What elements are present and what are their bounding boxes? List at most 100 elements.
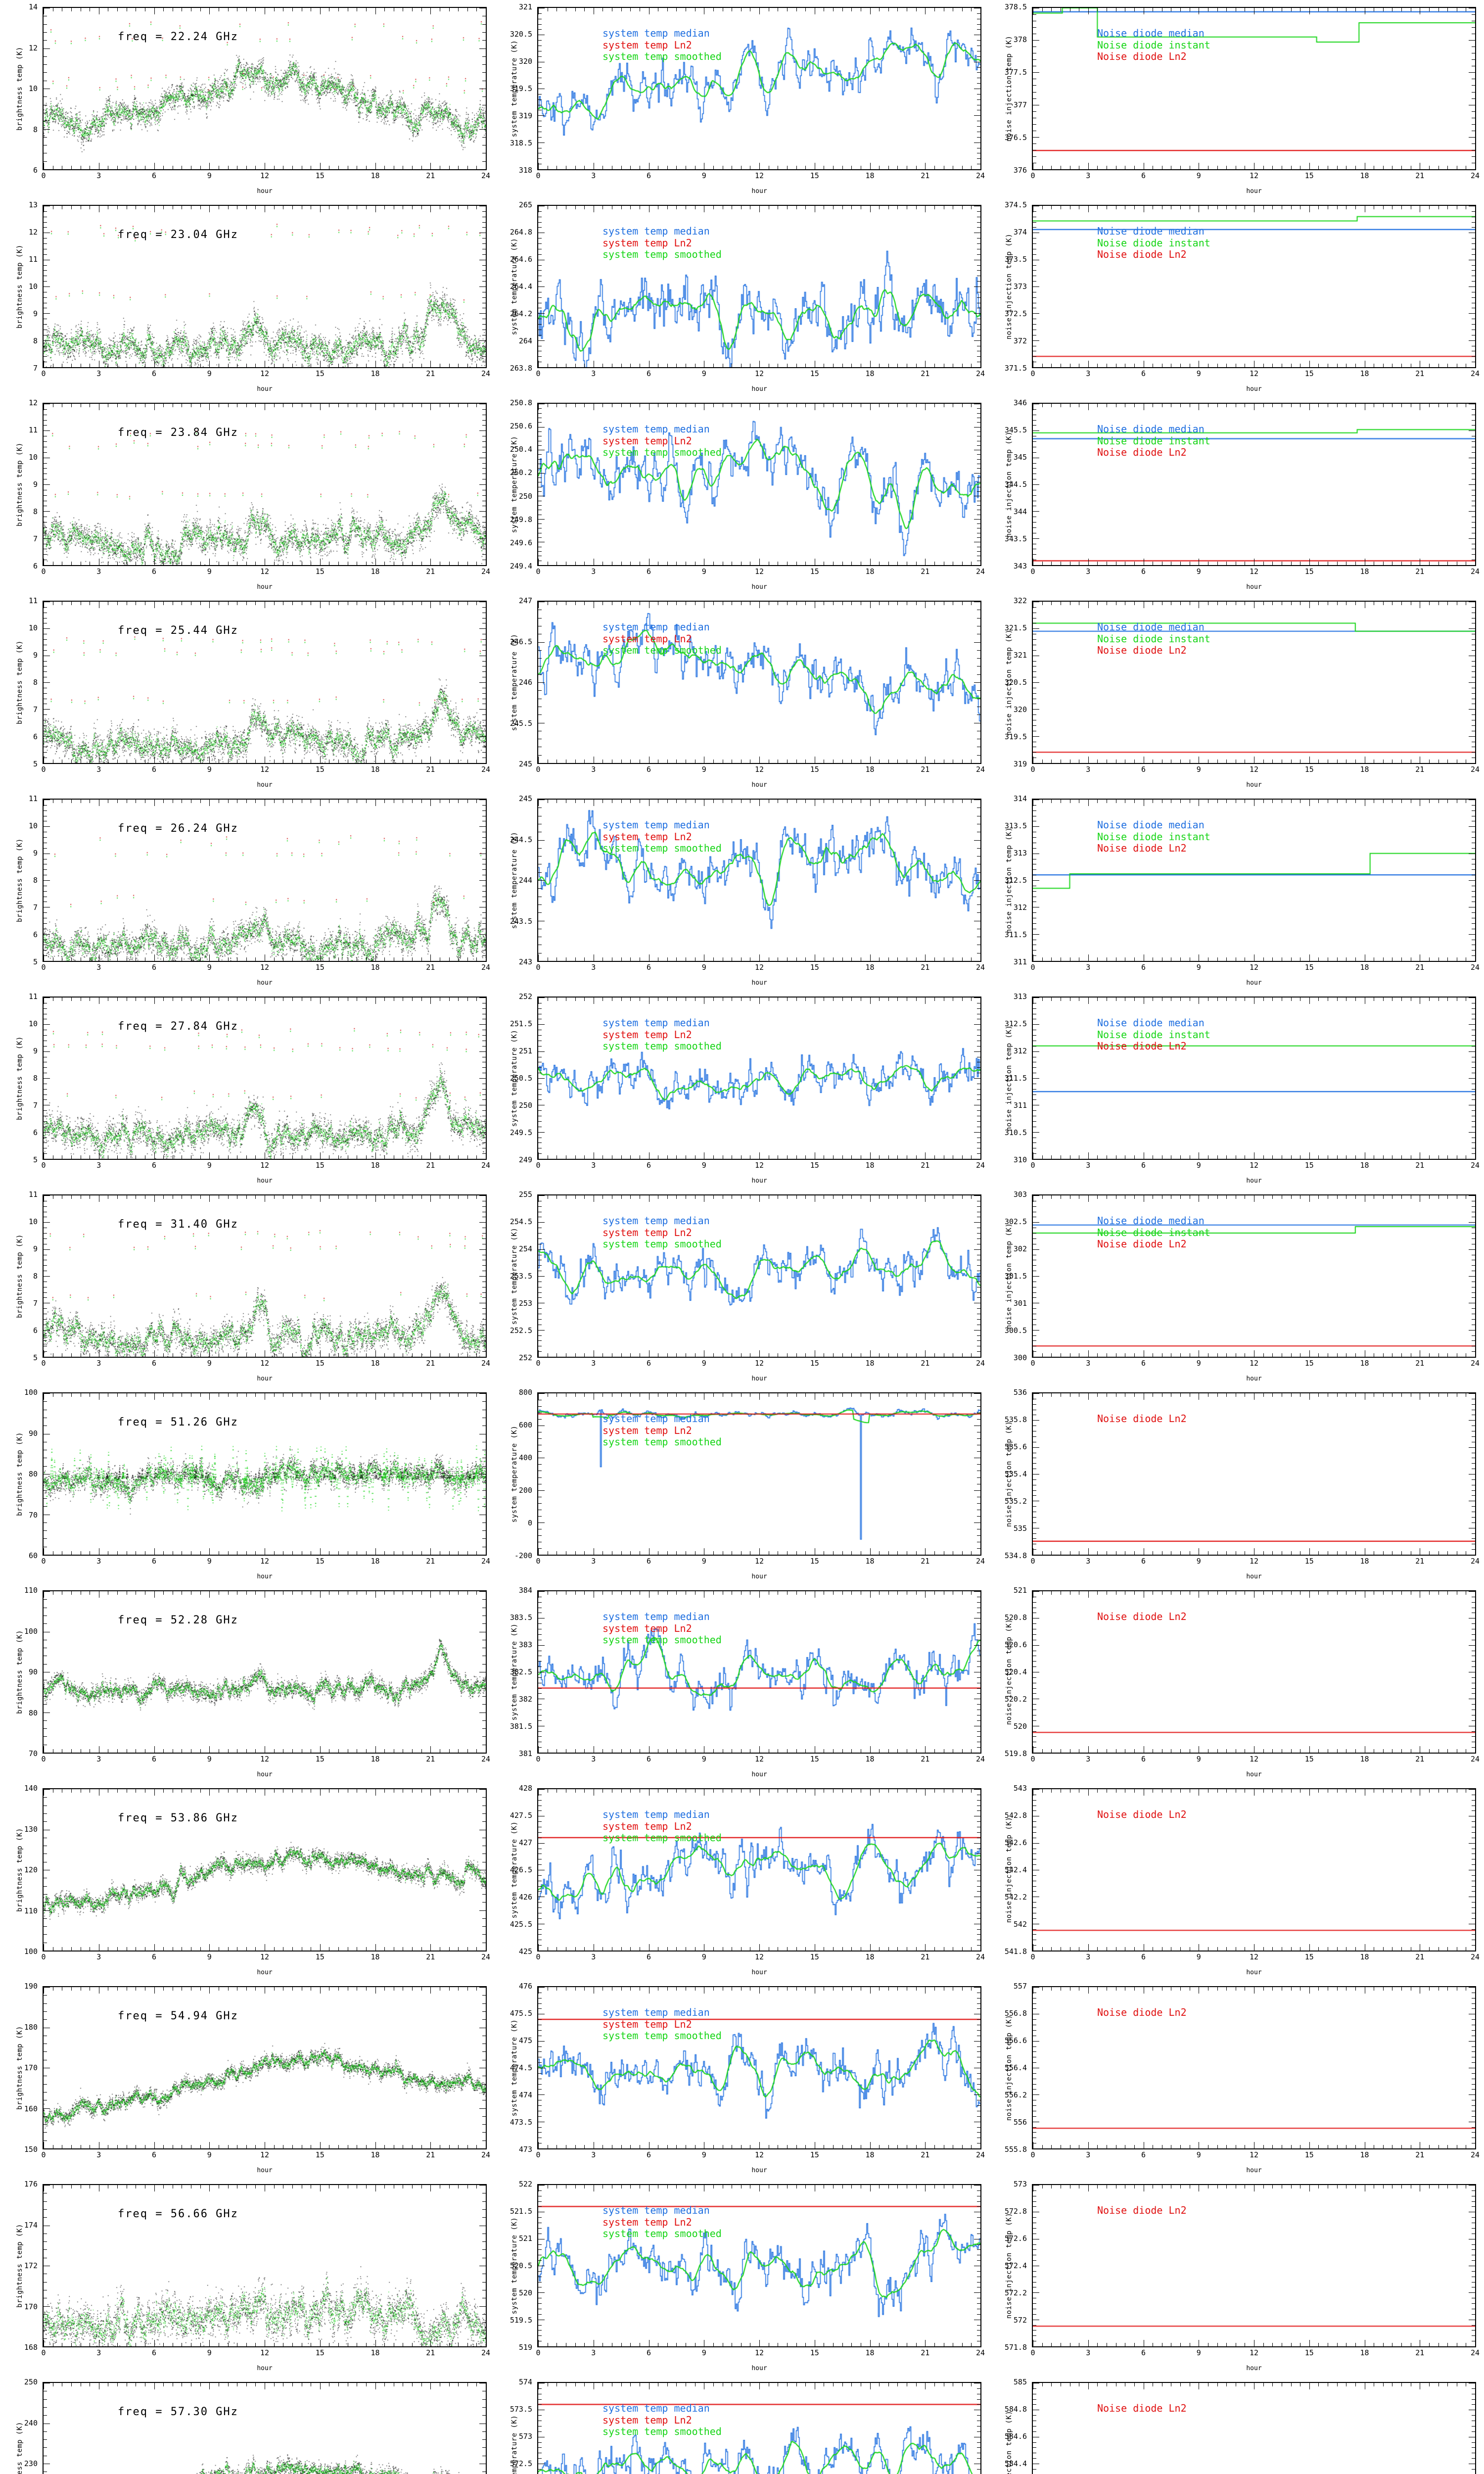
noise-legend: Noise diode median Noise diode instant Noi… <box>1097 423 1210 459</box>
x-axis-title: hour <box>1246 1573 1262 1580</box>
legend-item: Noise diode Ln2 <box>1097 644 1187 657</box>
x-axis-tick-labels: 0 3 6 9 12 15 18 21 24 <box>41 369 491 378</box>
data-canvas <box>44 8 486 169</box>
noise-legend: Noise diode Ln2 <box>1097 2204 1187 2217</box>
legend-item: Noise diode instant <box>1097 830 1210 843</box>
legend-item: Noise diode instant <box>1097 1226 1210 1238</box>
system-legend: system temp median system temp Ln2 system … <box>603 1808 722 1844</box>
legend-item: system temp smoothed <box>603 2228 722 2240</box>
y-axis-title: brightness temp (K) <box>16 838 24 922</box>
x-axis-title: hour <box>1246 1177 1262 1185</box>
noise-diode-panel-row-7: noise injection temp (K) 534.8 535 535.2 535… <box>989 1385 1484 1583</box>
plot-area: Noise diode Ln2 <box>1032 2184 1476 2347</box>
noise-legend: Noise diode median Noise diode instant Noi… <box>1097 27 1210 63</box>
y-axis-title: system temperature (K) <box>510 40 518 138</box>
x-axis-title: hour <box>751 583 767 591</box>
data-canvas <box>44 800 486 961</box>
legend-item: system temp median <box>603 423 710 435</box>
x-axis-tick-labels: 0 3 6 9 12 15 18 21 24 <box>41 1161 491 1170</box>
system-legend: system temp median system temp Ln2 system … <box>603 2204 722 2240</box>
legend-item: Noise diode instant <box>1097 632 1210 645</box>
x-axis-title: hour <box>257 1969 273 1976</box>
x-axis-tick-labels: 0 3 6 9 12 15 18 21 24 <box>536 567 985 576</box>
noise-diode-panel-row-5: noise injection temp (K) 310 310.5 311 311.5… <box>989 990 1484 1188</box>
x-axis-tick-labels: 0 3 6 9 12 15 18 21 24 <box>1030 1161 1480 1170</box>
legend-item: system temp median <box>603 1017 710 1029</box>
y-axis-title: noise injection temp (K) <box>1005 1025 1013 1132</box>
y-axis-title: brightness temp (K) <box>16 640 24 724</box>
plot-area: freq = 54.94 GHz <box>43 1986 487 2149</box>
x-axis-title: hour <box>1246 188 1262 195</box>
data-canvas <box>44 404 486 565</box>
x-axis-tick-labels: 0 3 6 9 12 15 18 21 24 <box>536 2150 985 2159</box>
legend-item: Noise diode median <box>1097 621 1205 633</box>
x-axis-title: hour <box>1246 1771 1262 1778</box>
legend-item: system temp median <box>603 1808 710 1820</box>
plot-area: system temp median system temp Ln2 system … <box>537 1392 981 1556</box>
y-axis-title: system temperature (K) <box>510 1821 518 1919</box>
y-axis-title: brightness temp (K) <box>16 2224 24 2308</box>
system-temp-panel-row-8: system temperature (K) 381 381.5 382 382.5 38… <box>495 1583 989 1781</box>
x-axis-title: hour <box>257 1771 273 1778</box>
x-axis-tick-labels: 0 3 6 9 12 15 18 21 24 <box>41 2150 491 2159</box>
brightness-panel-row-6: brightness temp (K) 5 6 7 8 9 10 11 freq = 31.40… <box>0 1188 495 1385</box>
legend-item: system temp Ln2 <box>603 1820 692 1832</box>
plot-area: Noise diode median Noise diode instant Noi… <box>1032 1194 1476 1358</box>
y-axis-title: brightness temp (K) <box>16 2422 24 2474</box>
system-temp-panel-row-10: system temperature (K) 473 473.5 474 474.5 47… <box>495 1979 989 2177</box>
plot-area: Noise diode Ln2 <box>1032 2382 1476 2474</box>
noise-diode-panel-row-6: noise injection temp (K) 300 300.5 301 301.5… <box>989 1188 1484 1385</box>
noise-legend: Noise diode Ln2 <box>1097 1808 1187 1821</box>
legend-item: system temp median <box>603 2006 710 2018</box>
plot-area: Noise diode median Noise diode instant Noi… <box>1032 7 1476 170</box>
legend-item: system temp Ln2 <box>603 1028 692 1041</box>
noise-legend: Noise diode median Noise diode instant Noi… <box>1097 1017 1210 1052</box>
x-axis-title: hour <box>751 1969 767 1976</box>
plot-area: system temp median system temp Ln2 system … <box>537 997 981 1160</box>
plot-area: freq = 23.84 GHz <box>43 403 487 566</box>
y-axis-title: system temperature (K) <box>510 2019 518 2117</box>
noise-legend: Noise diode Ln2 <box>1097 2402 1187 2415</box>
x-axis-title: hour <box>751 1375 767 1382</box>
legend-item: system temp Ln2 <box>603 2216 692 2228</box>
system-temp-panel-row-9: system temperature (K) 425 425.5 426 426.5 42… <box>495 1781 989 1979</box>
brightness-panel-row-5: brightness temp (K) 5 6 7 8 9 10 11 freq = 27.84… <box>0 990 495 1188</box>
x-axis-tick-labels: 0 3 6 9 12 15 18 21 24 <box>536 765 985 774</box>
legend-item: system temp smoothed <box>603 1436 722 1448</box>
y-axis-title: brightness temp (K) <box>16 1432 24 1516</box>
system-temp-panel-row-6: system temperature (K) 252 252.5 253 253.5 25… <box>495 1188 989 1385</box>
noise-diode-panel-row-4: noise injection temp (K) 311 311.5 312 312.5… <box>989 792 1484 990</box>
data-canvas <box>1033 2383 1475 2474</box>
x-axis-tick-labels: 0 3 6 9 12 15 18 21 24 <box>536 1755 985 1763</box>
plot-area: system temp median system temp Ln2 system … <box>537 205 981 368</box>
data-canvas <box>44 2185 486 2346</box>
y-axis-title: system temperature (K) <box>510 831 518 929</box>
brightness-panel-row-8: brightness temp (K) 70 80 90 100 110 freq = 52… <box>0 1583 495 1781</box>
noise-diode-panel-row-8: noise injection temp (K) 519.8 520 520.2 520… <box>989 1583 1484 1781</box>
plot-area: system temp median system temp Ln2 system … <box>537 799 981 962</box>
plot-area: system temp median system temp Ln2 system … <box>537 2382 981 2474</box>
y-axis-title: brightness temp (K) <box>16 1234 24 1318</box>
system-legend: system temp median system temp Ln2 system … <box>603 1413 722 1448</box>
legend-item: system temp median <box>603 1413 710 1425</box>
legend-item: system temp median <box>603 225 710 237</box>
system-legend: system temp median system temp Ln2 system … <box>603 819 722 855</box>
brightness-panel-row-9: brightness temp (K) 100 110 120 130 140 freq =… <box>0 1781 495 1979</box>
data-canvas <box>44 1393 486 1555</box>
legend-item: Noise diode Ln2 <box>1097 842 1187 855</box>
legend-item: Noise diode median <box>1097 1017 1205 1029</box>
plot-area: Noise diode Ln2 <box>1032 1590 1476 1754</box>
system-legend: system temp median system temp Ln2 system … <box>603 2006 722 2042</box>
plot-area: freq = 27.84 GHz <box>43 997 487 1160</box>
legend-item: system temp median <box>603 2402 710 2414</box>
x-axis-tick-labels: 0 3 6 9 12 15 18 21 24 <box>536 369 985 378</box>
x-axis-title: hour <box>751 1771 767 1778</box>
system-legend: system temp median system temp Ln2 system … <box>603 1017 722 1052</box>
legend-item: Noise diode Ln2 <box>1097 50 1187 63</box>
legend-item: Noise diode median <box>1097 1215 1205 1227</box>
x-axis-title: hour <box>751 385 767 393</box>
brightness-panel-row-7: brightness temp (K) 60 70 80 90 100 freq = 51.… <box>0 1385 495 1583</box>
legend-item: Noise diode instant <box>1097 434 1210 447</box>
plot-area: Noise diode median Noise diode instant Noi… <box>1032 403 1476 566</box>
y-axis-title: noise injection temp (K) <box>1005 1421 1013 1527</box>
